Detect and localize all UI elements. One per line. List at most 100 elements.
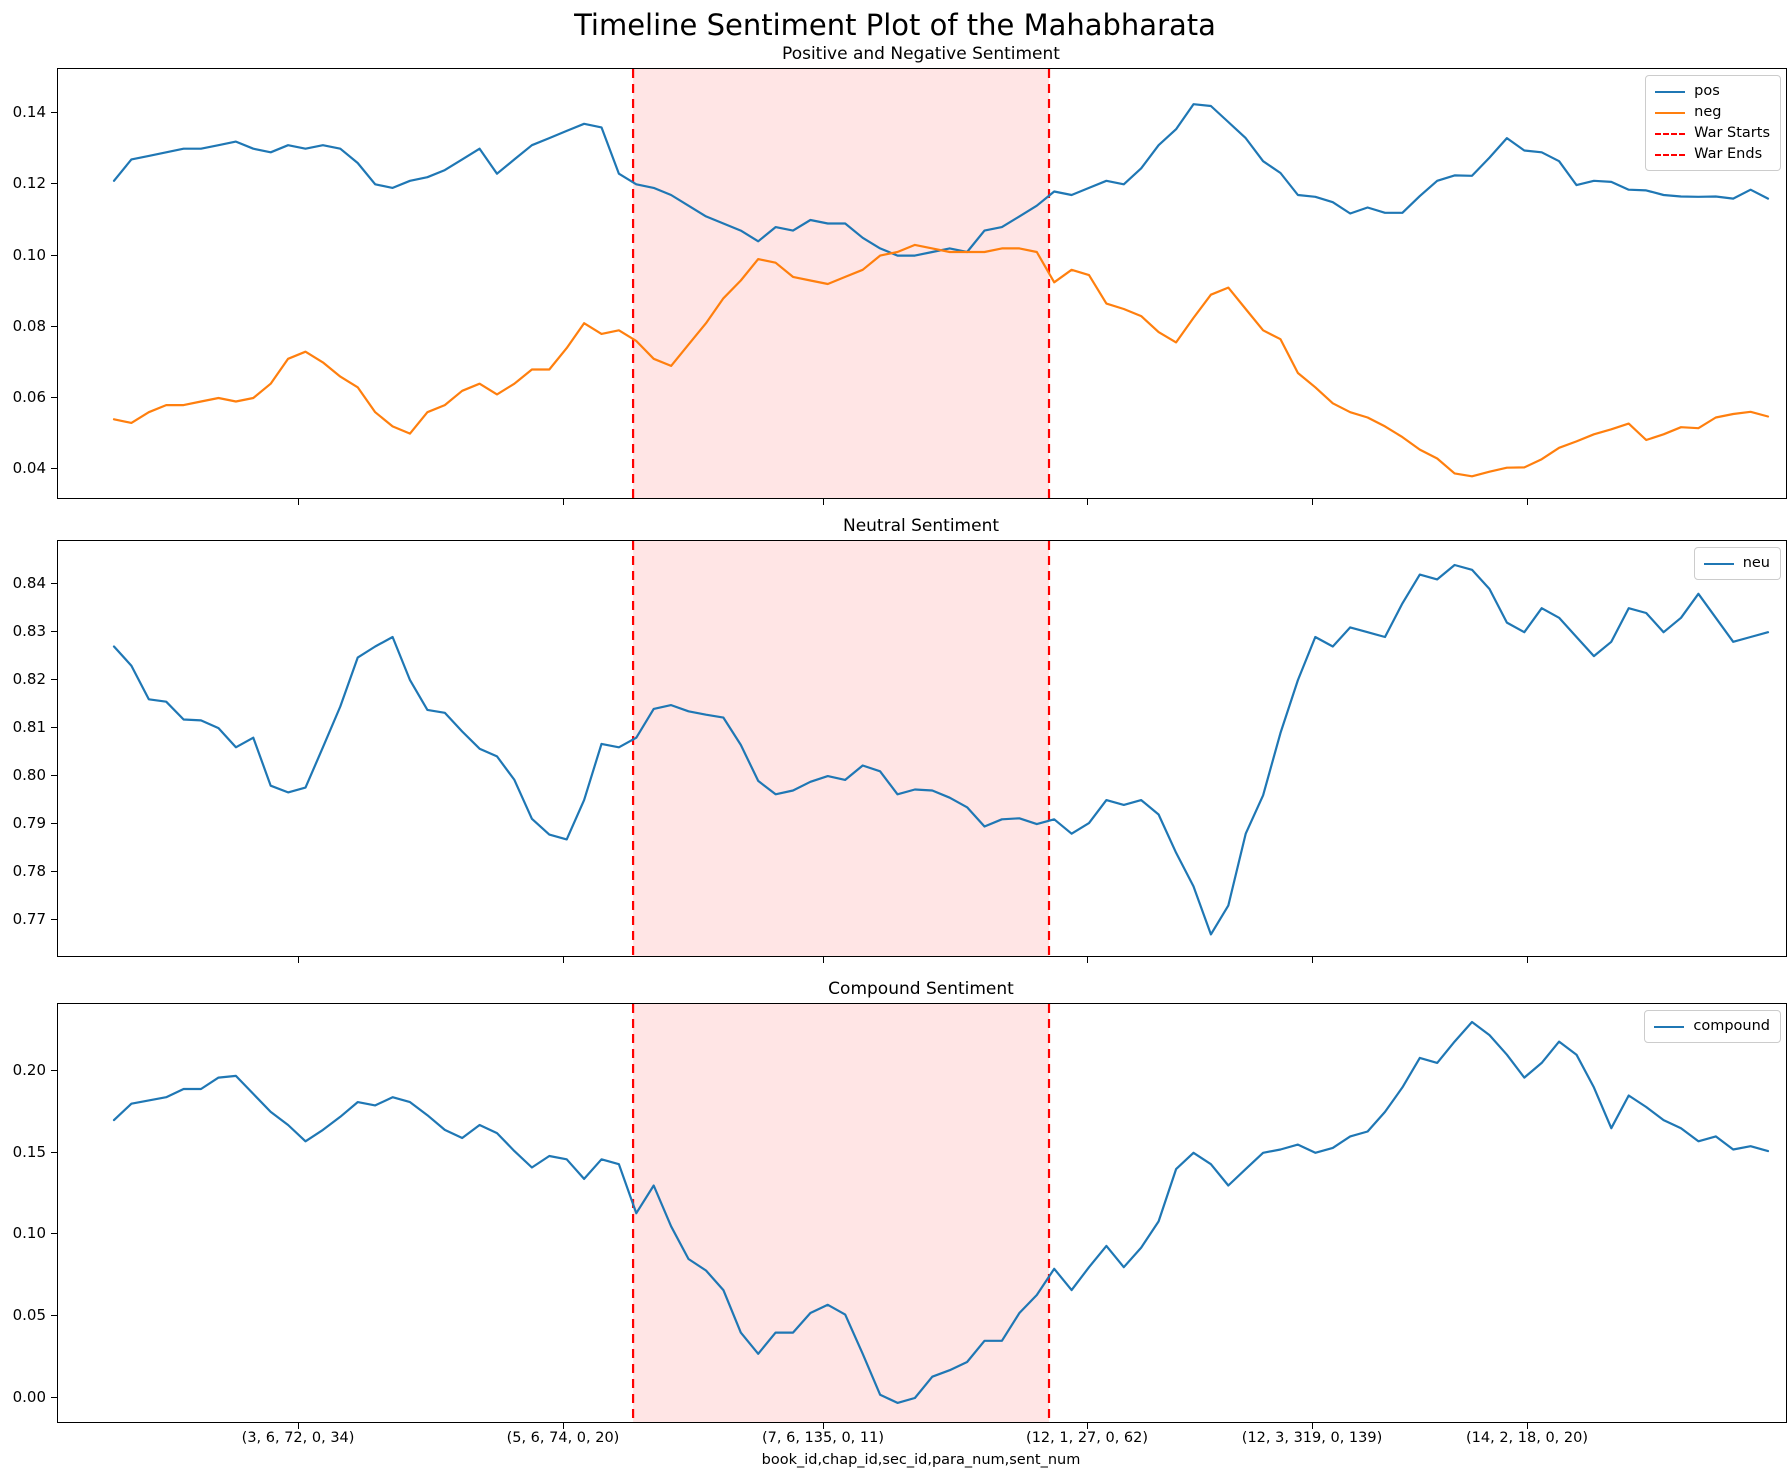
- legend-entry-war-starts: War Starts: [1655, 125, 1770, 142]
- legend: pos neg War Starts War Ends: [1645, 75, 1781, 171]
- y-tick-mark: [51, 468, 57, 470]
- legend-line-sample: [1655, 111, 1686, 114]
- x-tick-label: (12, 3, 319, 0, 139): [1241, 1430, 1383, 1446]
- legend-label: pos: [1694, 83, 1720, 99]
- y-tick-mark: [51, 183, 57, 185]
- legend-label: neg: [1694, 104, 1722, 120]
- plot-canvas: [112, 541, 1770, 956]
- axes-neutral: neu: [57, 540, 1787, 957]
- x-axis-title: book_id,chap_id,sec_id,para_num,sent_num: [761, 1452, 1081, 1468]
- x-tick-label: (14, 2, 18, 0, 20): [1466, 1430, 1588, 1446]
- legend-label: War Ends: [1694, 146, 1763, 162]
- y-tick-mark: [51, 823, 57, 825]
- y-tick-label: 0.81: [12, 718, 46, 737]
- x-tick-label: (3, 6, 72, 0, 34): [241, 1430, 355, 1446]
- subplot-compound: Compound Sentiment compound 0.00 0.05 0.10…: [0, 979, 1790, 1429]
- x-tick-mark: [1312, 499, 1314, 505]
- x-tick-mark: [562, 499, 564, 505]
- x-tick-label: (12, 1, 27, 0, 62): [1026, 1430, 1149, 1446]
- x-tick-mark: [823, 499, 825, 505]
- legend-entry-compound: compound: [1654, 1018, 1770, 1035]
- y-tick-label: 0.06: [12, 387, 46, 406]
- plot-canvas: [112, 69, 1770, 498]
- legend-label: War Starts: [1694, 125, 1770, 141]
- y-tick-label: 0.84: [12, 574, 46, 593]
- y-tick-mark: [51, 1151, 57, 1153]
- war-region: [633, 1004, 1050, 1422]
- x-tick-mark: [823, 1423, 825, 1429]
- x-tick-mark: [298, 957, 300, 963]
- legend-label: compound: [1693, 1018, 1770, 1034]
- war-region: [633, 69, 1050, 498]
- series-line-neg: [112, 243, 1770, 478]
- y-tick-label: 0.04: [12, 459, 46, 478]
- x-tick-mark: [1527, 957, 1528, 963]
- x-tick-label: (7, 6, 135, 0, 11): [762, 1430, 885, 1446]
- x-tick-mark: [298, 499, 300, 505]
- y-tick-mark: [51, 1070, 57, 1072]
- y-tick-mark: [51, 679, 57, 681]
- legend: neu: [1693, 547, 1781, 580]
- x-tick-mark: [823, 957, 825, 963]
- y-tick-label: 0.77: [12, 910, 46, 929]
- y-tick-label: 0.82: [12, 670, 46, 689]
- axes-pos-neg: pos neg War Starts War Ends: [57, 68, 1787, 499]
- legend-label: neu: [1742, 555, 1770, 571]
- x-tick-mark: [1087, 499, 1089, 505]
- war-region: [633, 541, 1050, 956]
- legend-entry-neu: neu: [1703, 555, 1770, 572]
- y-tick-mark: [51, 1315, 57, 1317]
- x-tick-mark: [1527, 499, 1528, 505]
- x-tick-mark: [298, 1423, 300, 1429]
- x-tick-mark: [1087, 1423, 1089, 1429]
- y-tick-label: 0.78: [12, 862, 46, 881]
- x-tick-mark: [1312, 957, 1314, 963]
- legend-line-sample: [1655, 90, 1686, 93]
- x-tick-mark: [562, 957, 564, 963]
- x-axis-area: book_id,chap_id,sec_id,para_num,sent_num…: [0, 1421, 1790, 1475]
- y-tick-label: 0.12: [12, 174, 46, 193]
- y-tick-label: 0.10: [12, 1224, 46, 1243]
- legend-entry-pos: pos: [1655, 83, 1770, 100]
- subplot-title-neutral: Neutral Sentiment: [842, 516, 1000, 536]
- subplot-pos-neg: Positive and Negative Sentiment pos neg Wa…: [0, 44, 1790, 505]
- y-tick-mark: [51, 1396, 57, 1398]
- subplot-title-pos-neg: Positive and Negative Sentiment: [782, 44, 1060, 64]
- subplot-neutral: Neutral Sentiment neu 0.77 0.78 0.79 0.80 0.…: [0, 516, 1790, 963]
- legend-line-sample: [1654, 1025, 1685, 1028]
- y-tick-label: 0.05: [12, 1306, 46, 1325]
- legend: compound: [1644, 1010, 1781, 1043]
- y-tick-mark: [51, 1233, 57, 1235]
- x-tick-mark: [1527, 1423, 1528, 1429]
- y-tick-label: 0.80: [12, 766, 46, 785]
- subplot-title-compound: Compound Sentiment: [828, 979, 1014, 999]
- x-tick-mark: [1087, 957, 1089, 963]
- plot-canvas: [112, 1004, 1770, 1422]
- series-line-neu: [112, 563, 1770, 936]
- y-tick-mark: [51, 112, 57, 114]
- legend-entry-war-ends: War Ends: [1655, 146, 1770, 163]
- y-tick-label: 0.14: [12, 103, 46, 122]
- y-tick-label: 0.15: [12, 1142, 46, 1161]
- y-tick-mark: [51, 254, 57, 256]
- y-tick-label: 0.83: [12, 622, 46, 641]
- y-tick-label: 0.00: [12, 1387, 46, 1406]
- x-tick-label: (5, 6, 74, 0, 20): [506, 1430, 620, 1446]
- y-tick-label: 0.20: [12, 1061, 46, 1080]
- legend-line-sample: [1703, 562, 1734, 565]
- y-tick-mark: [51, 396, 57, 398]
- y-tick-mark: [51, 325, 57, 327]
- y-tick-label: 0.79: [12, 814, 46, 833]
- y-tick-label: 0.10: [12, 245, 46, 264]
- y-tick-mark: [51, 631, 57, 633]
- series-line-compound: [112, 1020, 1770, 1404]
- y-tick-mark: [51, 727, 57, 729]
- y-tick-mark: [51, 775, 57, 777]
- axes-compound: compound: [57, 1003, 1787, 1423]
- legend-line-sample: [1655, 132, 1686, 135]
- y-tick-mark: [51, 583, 57, 585]
- y-tick-label: 0.08: [12, 316, 46, 335]
- figure-title: Timeline Sentiment Plot of the Mahabhara…: [574, 8, 1216, 42]
- y-tick-mark: [51, 871, 57, 873]
